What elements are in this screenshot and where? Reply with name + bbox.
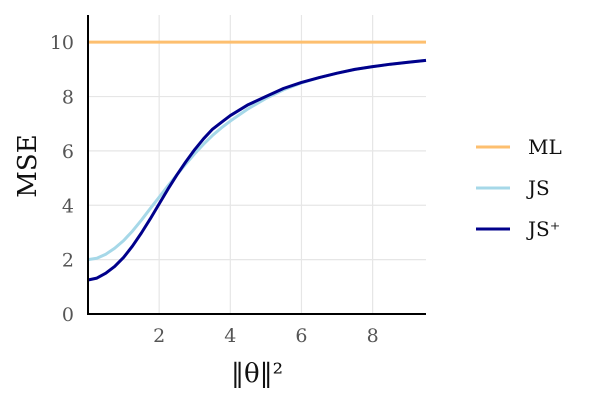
x-tick-label: 6 — [295, 325, 307, 347]
series-line-js — [87, 58, 427, 282]
legend-label-js: JS — [526, 176, 550, 200]
series-lines — [87, 40, 427, 282]
grid — [88, 15, 426, 315]
legend: ML JS JS⁺ — [476, 135, 562, 241]
legend-label-ml: ML — [528, 135, 562, 159]
y-tick-label: 6 — [62, 141, 74, 163]
y-axis-title: MSE — [13, 134, 43, 197]
y-tick-label: 8 — [62, 87, 74, 109]
x-tick-label: 2 — [153, 325, 165, 347]
y-tick-label: 4 — [62, 195, 74, 217]
y-tick-label: 10 — [50, 32, 74, 54]
y-tick-labels: 0 2 4 6 8 10 — [50, 32, 74, 326]
y-tick-label: 2 — [62, 250, 74, 272]
axes — [87, 15, 426, 315]
x-tick-label: 4 — [224, 325, 236, 347]
legend-label-js: JS⁺ — [526, 217, 560, 241]
x-tick-labels: 2 4 6 8 — [153, 325, 379, 347]
x-tick-label: 8 — [367, 325, 379, 347]
y-tick-label: 0 — [62, 304, 74, 326]
x-axis-title: ‖θ‖² — [231, 359, 283, 389]
series-line-js — [87, 58, 427, 262]
